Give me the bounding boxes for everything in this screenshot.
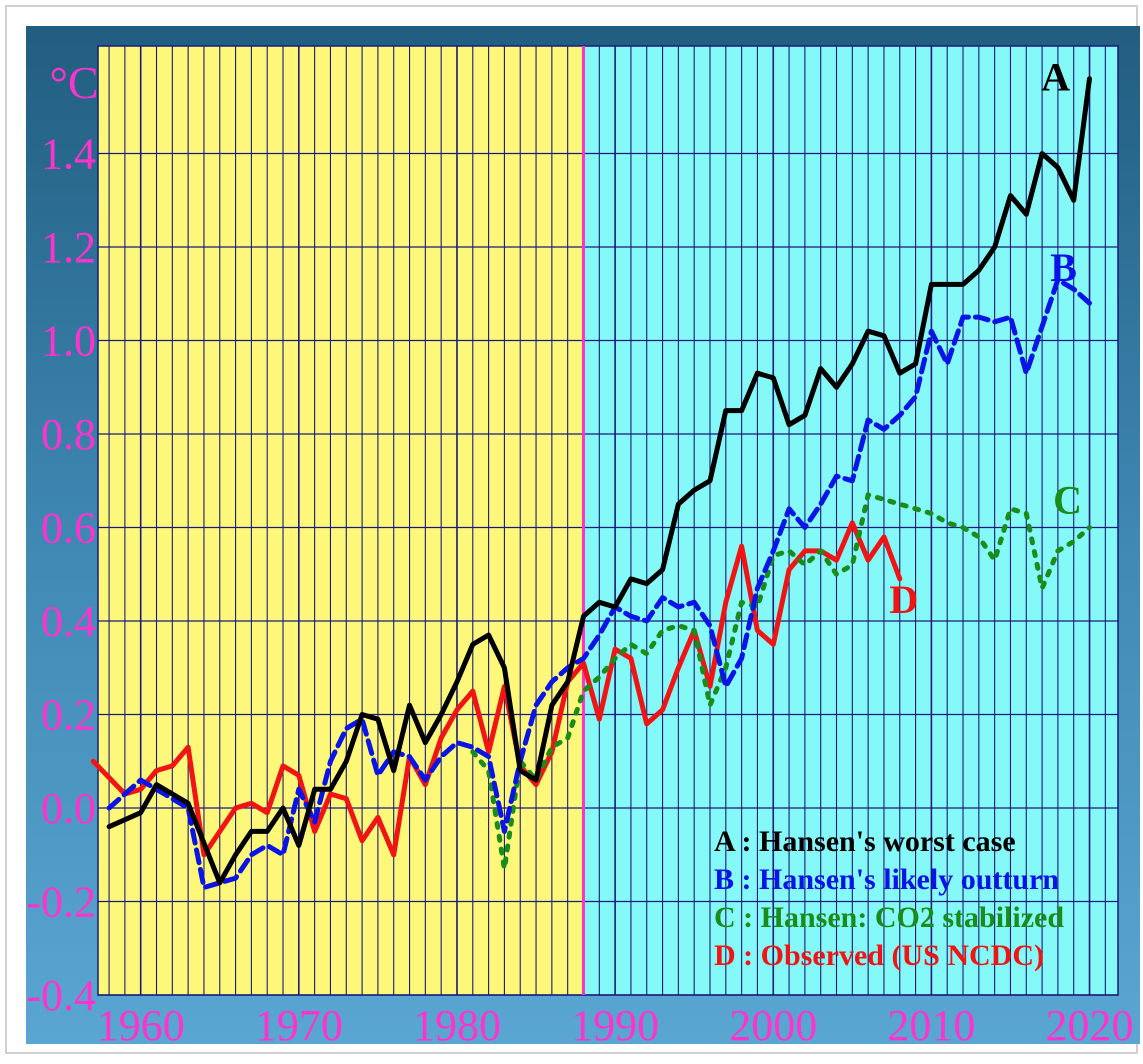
series-layer bbox=[90, 76, 1092, 890]
plot-border bbox=[97, 45, 1119, 996]
series-line-a bbox=[106, 76, 1092, 886]
y-tick-label: 0.8 bbox=[41, 410, 96, 459]
grid bbox=[97, 45, 1119, 996]
legend-entry-a: A : Hansen's worst case bbox=[714, 825, 1016, 858]
y-tick-label: 0.6 bbox=[41, 504, 96, 553]
x-tick-label: 1980 bbox=[413, 1001, 501, 1050]
y-tick-label: -0.2 bbox=[26, 878, 96, 927]
end-label-b: B bbox=[1050, 245, 1077, 290]
end-label-c: C bbox=[1053, 478, 1082, 523]
legend: A : Hansen's worst case B : Hansen's like… bbox=[714, 825, 1064, 972]
legend-entry-d: D : Observed (US NCDC) bbox=[714, 939, 1044, 972]
x-tick-label: 1970 bbox=[255, 1001, 343, 1050]
x-tick-label: 2020 bbox=[1046, 1001, 1134, 1050]
y-tick-label: 0.0 bbox=[41, 784, 96, 833]
y-tick-label: 1.0 bbox=[41, 317, 96, 366]
y-tick-label: -0.4 bbox=[26, 971, 96, 1020]
y-unit-label: °C bbox=[49, 57, 98, 108]
end-label-d: D bbox=[889, 577, 918, 622]
series-line-d bbox=[90, 520, 903, 858]
end-label-a: A bbox=[1041, 55, 1070, 100]
series-line-c bbox=[470, 492, 1092, 872]
pre-1988-background bbox=[98, 46, 584, 995]
x-tick-label: 1960 bbox=[97, 1001, 185, 1050]
legend-entry-c: C : Hansen: CO2 stabilized bbox=[714, 901, 1064, 934]
axis-tick-labels: °C -0.4 -0.2 0.0 0.2 0.4 0.6 0.8 1.0 1.2 1.4 1960 1… bbox=[26, 57, 1133, 1050]
y-tick-label: 1.2 bbox=[41, 223, 96, 272]
y-tick-label: 1.4 bbox=[41, 130, 96, 179]
legend-entry-b: B : Hansen's likely outturn bbox=[714, 863, 1059, 896]
x-tick-label: 1990 bbox=[571, 1001, 659, 1050]
x-tick-label: 2000 bbox=[729, 1001, 817, 1050]
x-tick-label: 2010 bbox=[887, 1001, 975, 1050]
y-tick-label: 0.4 bbox=[41, 597, 96, 646]
series-line-b bbox=[106, 277, 1092, 890]
series-end-labels: A B C D bbox=[889, 55, 1082, 622]
y-tick-label: 0.2 bbox=[41, 691, 96, 740]
